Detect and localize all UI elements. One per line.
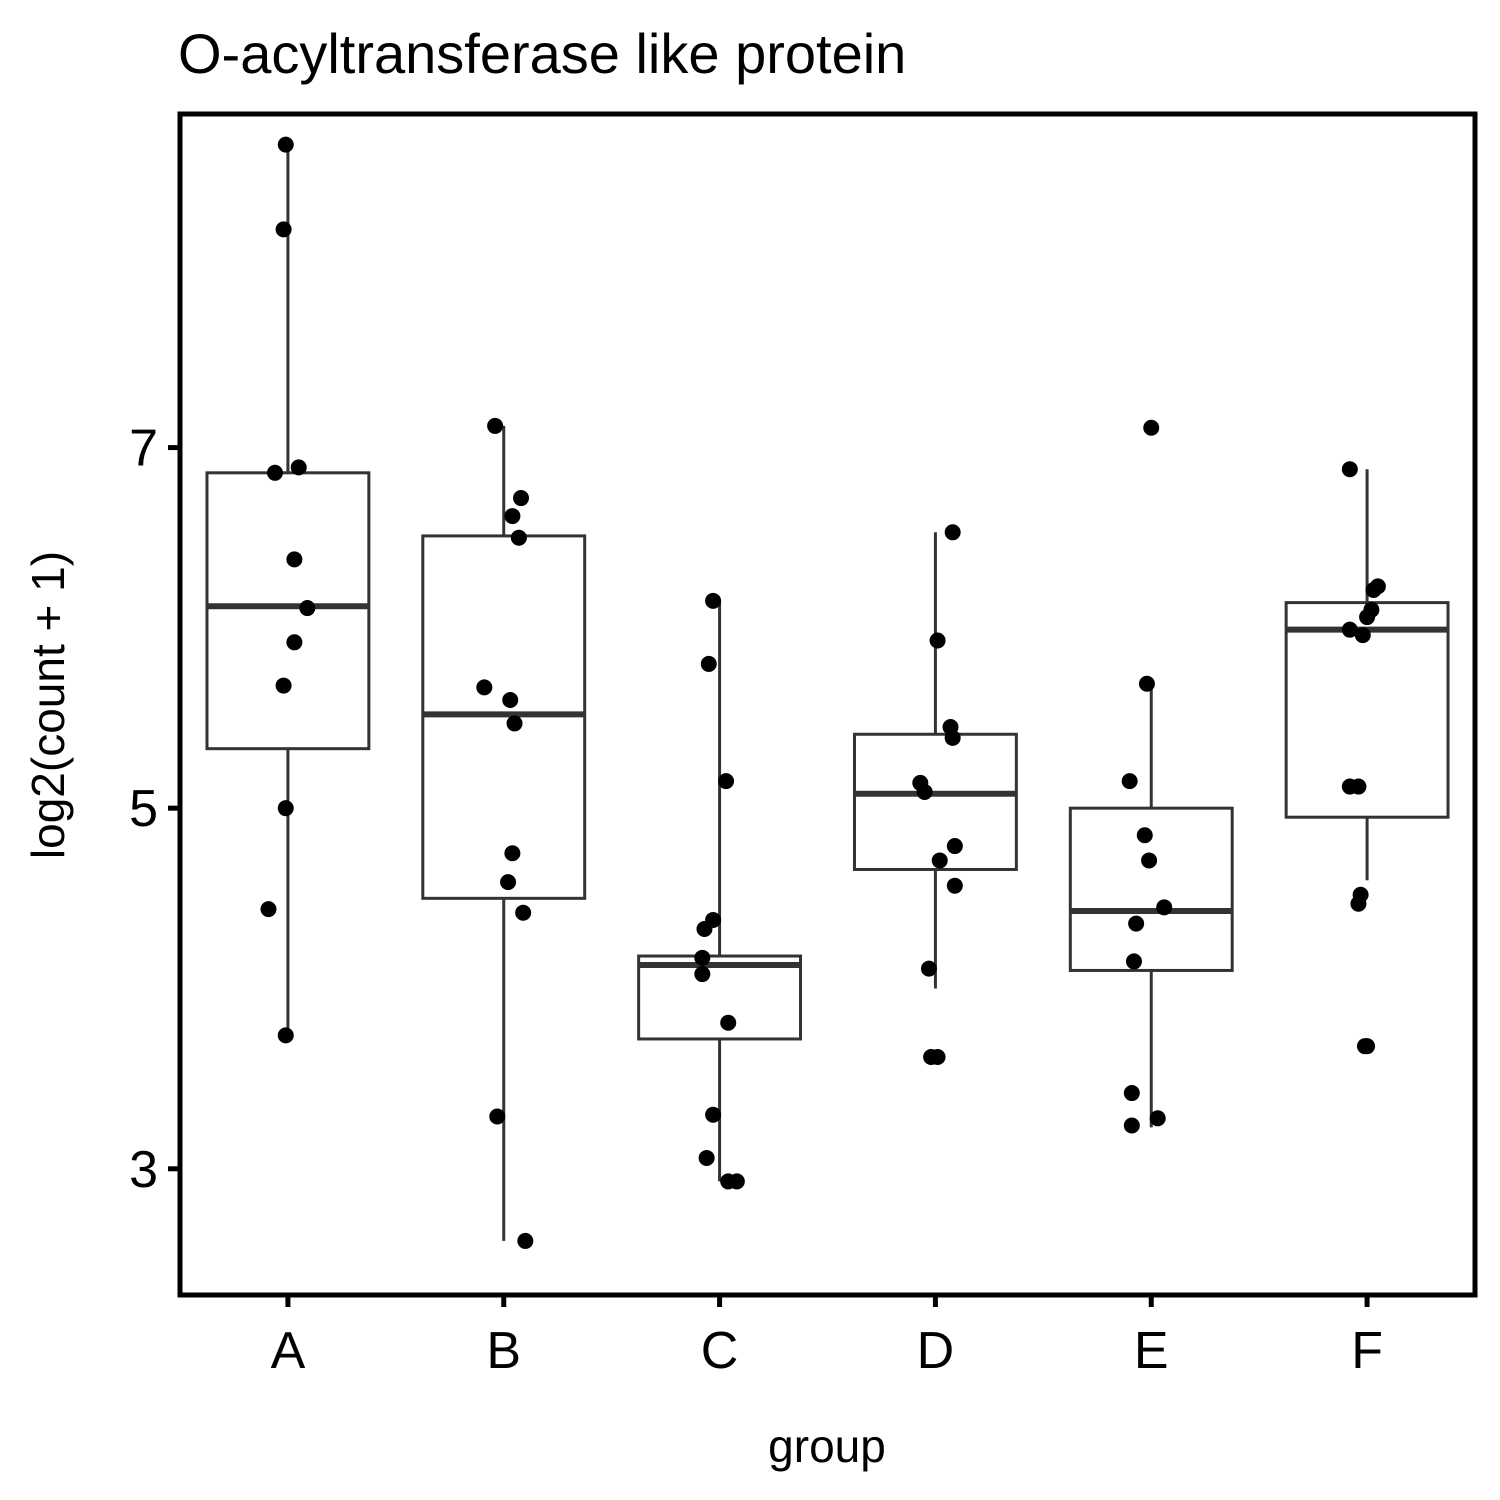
data-point (1125, 953, 1142, 970)
box-group-A (205, 144, 371, 1036)
data-point (1136, 827, 1153, 844)
data-point (286, 634, 303, 651)
x-tick-label: F (1351, 1322, 1383, 1380)
y-tick-label: 3 (129, 1141, 158, 1199)
box-iqr (637, 954, 803, 1041)
data-point (705, 1106, 722, 1123)
x-tick-label: B (486, 1322, 521, 1380)
data-point (1156, 899, 1173, 916)
data-point (1341, 461, 1358, 478)
data-point (504, 508, 521, 525)
data-point (1359, 609, 1376, 626)
box-iqr (205, 471, 371, 751)
data-point (1350, 895, 1367, 912)
data-point (1138, 675, 1155, 692)
data-point (728, 1173, 745, 1190)
data-point (916, 783, 933, 800)
x-tick-label: C (701, 1322, 739, 1380)
data-point (1354, 627, 1371, 644)
data-point (277, 136, 294, 153)
data-point (502, 691, 519, 708)
y-axis: 3 5 7 (129, 420, 180, 1199)
data-point (277, 800, 294, 817)
data-point (275, 677, 292, 694)
x-axis-label: group (768, 1420, 886, 1472)
data-point (277, 1027, 294, 1044)
data-point (500, 874, 517, 891)
data-point (487, 417, 504, 434)
data-point (1359, 1038, 1376, 1055)
data-point (931, 852, 948, 869)
data-point (1365, 582, 1382, 599)
data-point (1143, 419, 1160, 436)
data-point (944, 524, 961, 541)
data-point (944, 729, 961, 746)
data-point (290, 459, 307, 476)
box-group-E (1068, 685, 1234, 1128)
y-tick-label: 5 (129, 780, 158, 838)
data-point (700, 655, 717, 672)
points-layer (260, 136, 1386, 1249)
data-point (1123, 1085, 1140, 1102)
data-point (517, 1232, 534, 1249)
data-point (1141, 852, 1158, 869)
data-point (1149, 1110, 1166, 1127)
data-point (266, 464, 283, 481)
data-point (489, 1108, 506, 1125)
data-point (1123, 1117, 1140, 1134)
data-point (946, 838, 963, 855)
data-point (694, 966, 711, 983)
data-point (929, 1048, 946, 1065)
data-point (1341, 621, 1358, 638)
box-group-C (637, 600, 803, 1182)
data-point (286, 551, 303, 568)
boxes-layer (205, 144, 1450, 1241)
data-point (506, 715, 523, 732)
data-point (705, 592, 722, 609)
y-tick-label: 7 (129, 420, 158, 478)
data-point (260, 901, 277, 918)
data-point (920, 960, 937, 977)
data-point (718, 773, 735, 790)
box-iqr (852, 732, 1018, 871)
data-point (299, 600, 316, 617)
data-point (515, 904, 532, 921)
y-axis-label: log2(count + 1) (22, 551, 74, 859)
data-point (1121, 773, 1138, 790)
data-point (510, 529, 527, 546)
x-tick-label: A (271, 1322, 306, 1380)
data-point (720, 1014, 737, 1031)
data-point (1128, 915, 1145, 932)
plot-panel (177, 111, 1478, 1298)
x-tick-label: E (1134, 1322, 1169, 1380)
data-point (275, 221, 292, 238)
data-point (698, 1149, 715, 1166)
data-point (929, 632, 946, 649)
x-tick-label: D (917, 1322, 955, 1380)
data-point (513, 490, 530, 507)
data-point (476, 679, 493, 696)
data-point (694, 949, 711, 966)
chart-title: O-acyltransferase like protein (178, 22, 906, 85)
data-point (946, 877, 963, 894)
box-group-B (421, 425, 587, 1241)
box-group-D (852, 532, 1018, 989)
data-point (1350, 778, 1367, 795)
box-group-F (1284, 469, 1450, 881)
data-point (696, 920, 713, 937)
data-point (504, 845, 521, 862)
x-axis: A B C D E F (271, 1295, 1383, 1380)
